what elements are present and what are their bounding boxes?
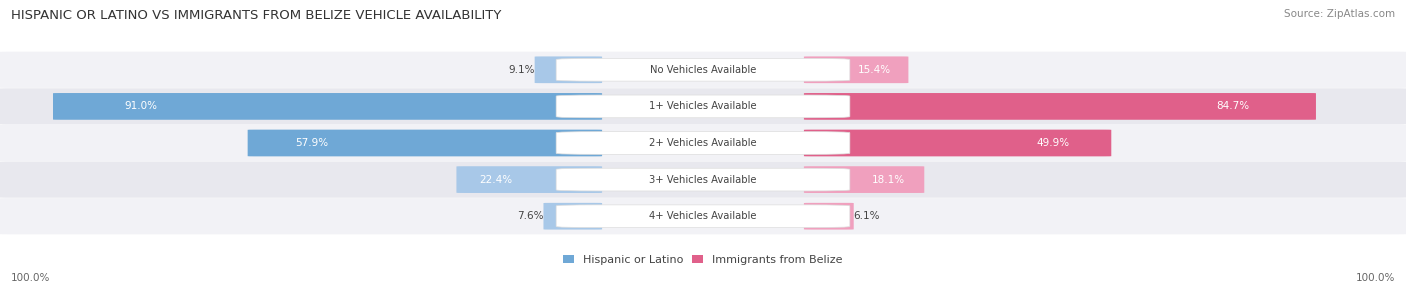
FancyBboxPatch shape [534,56,602,83]
FancyBboxPatch shape [247,130,602,156]
Text: 100.0%: 100.0% [11,273,51,283]
FancyBboxPatch shape [0,125,1406,161]
Text: 9.1%: 9.1% [508,65,534,75]
Text: No Vehicles Available: No Vehicles Available [650,65,756,75]
Text: 2+ Vehicles Available: 2+ Vehicles Available [650,138,756,148]
Text: 84.7%: 84.7% [1216,102,1249,111]
Text: 7.6%: 7.6% [517,211,544,221]
Text: Source: ZipAtlas.com: Source: ZipAtlas.com [1284,9,1395,19]
FancyBboxPatch shape [804,166,924,193]
Text: HISPANIC OR LATINO VS IMMIGRANTS FROM BELIZE VEHICLE AVAILABILITY: HISPANIC OR LATINO VS IMMIGRANTS FROM BE… [11,9,502,21]
FancyBboxPatch shape [457,166,602,193]
Text: 18.1%: 18.1% [872,175,904,184]
FancyBboxPatch shape [557,95,849,118]
Text: 100.0%: 100.0% [1355,273,1395,283]
Text: 4+ Vehicles Available: 4+ Vehicles Available [650,211,756,221]
FancyBboxPatch shape [0,88,1406,124]
Text: 49.9%: 49.9% [1036,138,1069,148]
FancyBboxPatch shape [0,198,1406,234]
Text: 3+ Vehicles Available: 3+ Vehicles Available [650,175,756,184]
FancyBboxPatch shape [557,205,849,228]
FancyBboxPatch shape [804,203,853,230]
FancyBboxPatch shape [544,203,602,230]
FancyBboxPatch shape [804,93,1316,120]
Text: 6.1%: 6.1% [853,211,880,221]
Text: 57.9%: 57.9% [295,138,329,148]
FancyBboxPatch shape [804,130,1111,156]
Text: 22.4%: 22.4% [479,175,512,184]
FancyBboxPatch shape [53,93,602,120]
FancyBboxPatch shape [0,52,1406,88]
Legend: Hispanic or Latino, Immigrants from Belize: Hispanic or Latino, Immigrants from Beli… [558,250,848,269]
FancyBboxPatch shape [557,132,849,154]
FancyBboxPatch shape [557,58,849,81]
Text: 15.4%: 15.4% [858,65,890,75]
FancyBboxPatch shape [0,162,1406,198]
Text: 1+ Vehicles Available: 1+ Vehicles Available [650,102,756,111]
Text: 91.0%: 91.0% [124,102,157,111]
FancyBboxPatch shape [557,168,849,191]
FancyBboxPatch shape [804,56,908,83]
